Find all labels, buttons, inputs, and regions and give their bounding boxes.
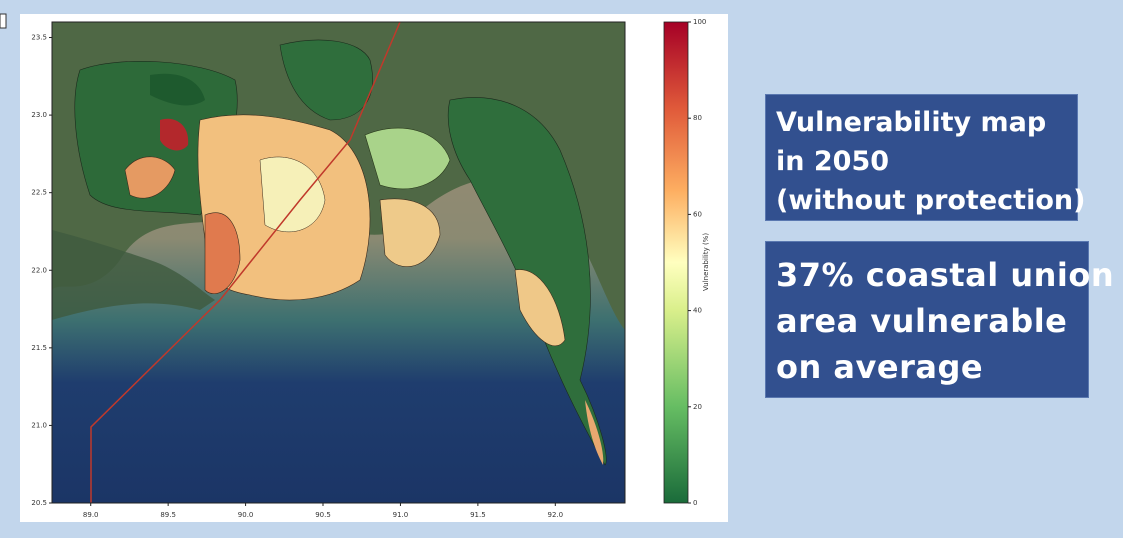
x-tick-label: 92.0	[548, 511, 564, 519]
x-tick-label: 90.0	[238, 511, 254, 519]
mangrove	[52, 230, 215, 320]
x-tick-label: 91.0	[393, 511, 409, 519]
y-tick-label: 23.5	[31, 34, 47, 42]
district-orange	[124, 156, 176, 199]
district-yellow	[259, 156, 326, 233]
callout-line: area vulnerable	[776, 302, 1068, 340]
y-tick-label: 22.5	[31, 189, 47, 197]
district-lightgreen	[364, 127, 451, 190]
y-tick-label: 20.5	[31, 499, 47, 507]
colorbar-tick-label: 100	[693, 18, 706, 26]
callout-line: 37% coastal union	[776, 256, 1115, 294]
colorbar-tick-label: 20	[693, 403, 702, 411]
district-orange	[379, 198, 441, 267]
district-orange	[514, 269, 566, 347]
colorbar-tick-label: 80	[693, 114, 702, 122]
colorbar-tick-label: 0	[693, 499, 697, 507]
x-tick-label: 90.5	[315, 511, 331, 519]
colorbar-tick-label: 40	[693, 307, 702, 315]
colorbar-label: Vulnerability (%)	[702, 233, 710, 291]
x-tick-label: 89.5	[160, 511, 176, 519]
window-handle	[0, 13, 7, 29]
colorbar-tick-label: 60	[693, 210, 702, 218]
callout-title: Vulnerability map in 2050 (without protect…	[765, 94, 1086, 221]
x-tick-label: 89.0	[83, 511, 99, 519]
colorbar	[663, 21, 689, 504]
y-tick-label: 21.0	[31, 421, 47, 429]
map	[51, 21, 626, 504]
callout-line: on average	[776, 348, 984, 386]
x-tick-label: 91.5	[470, 511, 486, 519]
map-frame	[51, 21, 626, 504]
district-red	[204, 212, 241, 295]
axes: 89.0 89.5 90.0 90.5 91.0 91.5 92.0 20.5 21.0 21.5…	[31, 18, 706, 519]
y-tick-label: 21.5	[31, 344, 47, 352]
district-red	[160, 118, 189, 151]
callout-line: Vulnerability map	[776, 107, 1047, 138]
callout-stat: 37% coastal union area vulnerable on avera…	[765, 241, 1115, 398]
y-tick-label: 22.0	[31, 266, 47, 274]
district-green	[150, 73, 205, 106]
district-orange	[585, 400, 604, 465]
y-tick-label: 23.0	[31, 111, 47, 119]
callout-line: (without protection)	[776, 185, 1086, 216]
boundary-line	[90, 21, 401, 503]
callout-line: in 2050	[776, 146, 890, 177]
